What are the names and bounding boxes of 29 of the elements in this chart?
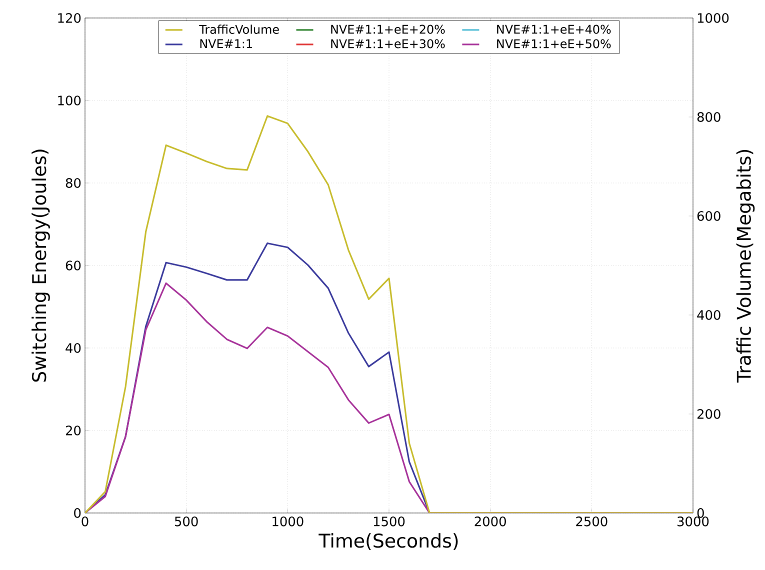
y-tick-label: 80 [66, 178, 81, 188]
x-tick-label: 500 [174, 516, 198, 526]
y-tick-label: 40 [66, 343, 81, 353]
y-tick-label: 60 [66, 260, 81, 270]
x-tick-label: 1000 [272, 516, 304, 526]
y2-axis-title: Traffic Volume(Megabits) [736, 150, 755, 383]
x-tick-label: 1500 [374, 516, 405, 526]
y2-tick-label: 400 [697, 310, 720, 320]
x-tick-label: 0 [82, 516, 88, 526]
legend-label: NVE#1:1+eE+20% [331, 24, 445, 34]
legend-label: NVE#1:1+eE+30% [331, 39, 445, 48]
x-tick-label: 3000 [678, 516, 709, 526]
x-tick-label: 2000 [474, 516, 506, 526]
y-tick-label: 0 [74, 508, 81, 518]
y-axis-title: Switching Energy(Joules) [32, 150, 50, 382]
y-tick-label: 120 [58, 13, 81, 23]
x-tick-label: 2500 [576, 516, 608, 526]
y2-tick-label: 200 [697, 409, 720, 419]
y2-tick-label: 800 [697, 112, 720, 122]
legend-label: NVE#1:1+eE+40% [497, 24, 611, 34]
legend-label: TrafficVolume [199, 24, 279, 34]
legend-label: NVE#1:1+eE+50% [497, 39, 611, 48]
y-tick-label: 20 [66, 426, 81, 436]
y2-tick-label: 0 [697, 508, 704, 518]
y-tick-label: 100 [58, 96, 81, 106]
legend-label: NVE#1:1 [200, 39, 252, 48]
x-axis-title: Time(Seconds) [318, 533, 458, 550]
y2-tick-label: 1000 [698, 13, 729, 23]
y2-tick-label: 600 [697, 211, 720, 221]
